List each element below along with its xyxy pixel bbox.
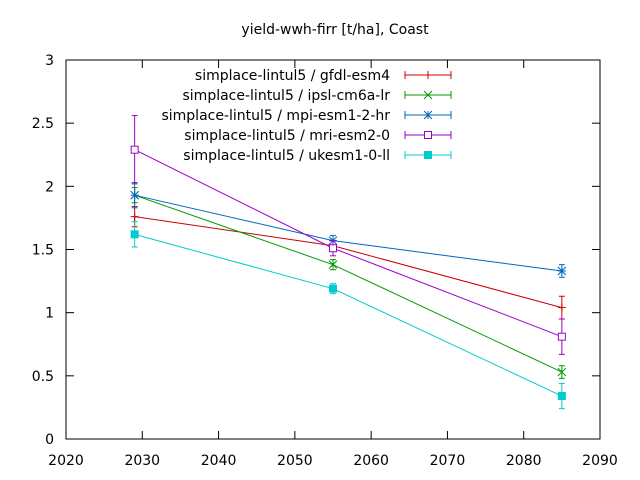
series-layer [130, 115, 567, 410]
data-point-marker [329, 244, 337, 253]
series-mri-esm2-0 [130, 115, 566, 355]
data-point-marker [557, 332, 566, 341]
legend-label: simplace-lintul5 / ukesm1-0-ll [183, 148, 390, 164]
legend-item: simplace-lintul5 / mri-esm2-0 [184, 128, 452, 144]
x-tick-label: 2070 [430, 453, 466, 469]
legend-item: simplace-lintul5 / mpi-esm1-2-hr [161, 108, 452, 124]
x-tick-label: 2030 [124, 453, 160, 469]
data-point-marker [423, 110, 433, 120]
legend-label: simplace-lintul5 / ipsl-cm6a-lr [183, 88, 391, 104]
data-point-marker [328, 260, 338, 270]
series-line [134, 194, 562, 272]
legend-item: simplace-lintul5 / gfdl-esm4 [195, 68, 452, 84]
x-tick-label: 2040 [201, 453, 237, 469]
x-tick-label: 2080 [506, 453, 542, 469]
legend-label: simplace-lintul5 / gfdl-esm4 [195, 68, 390, 84]
legend-swatch [404, 151, 452, 159]
data-point-marker [424, 151, 432, 159]
y-tick-label: 0.5 [32, 369, 54, 385]
series-mpi-esm1-2-hr [130, 182, 567, 278]
y-tick-label: 2.5 [32, 116, 54, 132]
data-point-marker [557, 266, 567, 276]
data-point-marker [423, 90, 433, 100]
data-point-marker [424, 71, 432, 79]
data-point-marker [557, 392, 566, 401]
legend-item: simplace-lintul5 / ukesm1-0-ll [183, 148, 452, 164]
chart-title: yield-wwh-firr [t/ha], Coast [241, 22, 429, 38]
x-axis: 2020 2030 2040 2050 2060 2070 2080 2090 [48, 60, 618, 469]
series-ipsl-cm6a-lr [130, 187, 567, 379]
series-ukesm1-0-ll [130, 221, 566, 410]
legend-label: simplace-lintul5 / mpi-esm1-2-hr [161, 108, 390, 124]
legend: simplace-lintul5 / gfdl-esm4 simplace-lin… [161, 68, 452, 164]
data-point-marker [130, 230, 139, 239]
y-axis: 0 0.5 1 1.5 2 2.5 3 [32, 53, 600, 448]
data-point-marker [557, 367, 567, 377]
data-point-marker [130, 212, 139, 221]
y-tick-label: 3 [45, 53, 54, 69]
x-tick-label: 2050 [277, 453, 313, 469]
legend-swatch [404, 90, 452, 100]
x-tick-label: 2020 [48, 453, 84, 469]
y-tick-label: 1 [45, 306, 54, 322]
legend-swatch [404, 71, 452, 79]
legend-item: simplace-lintul5 / ipsl-cm6a-lr [183, 88, 452, 104]
y-tick-label: 2 [45, 179, 54, 195]
legend-swatch [404, 131, 452, 139]
series-line [134, 233, 563, 397]
data-point-marker [557, 303, 566, 312]
legend-swatch [404, 110, 452, 120]
data-point-marker [130, 145, 139, 154]
x-tick-label: 2060 [353, 453, 389, 469]
data-point-marker [130, 190, 140, 200]
data-point-marker [424, 131, 432, 139]
y-tick-label: 1.5 [32, 243, 54, 259]
series-line [134, 149, 563, 338]
data-point-marker [329, 284, 337, 293]
series-line [134, 194, 563, 373]
legend-label: simplace-lintul5 / mri-esm2-0 [184, 128, 390, 144]
y-tick-label: 0 [45, 432, 54, 448]
x-tick-label: 2090 [582, 453, 618, 469]
